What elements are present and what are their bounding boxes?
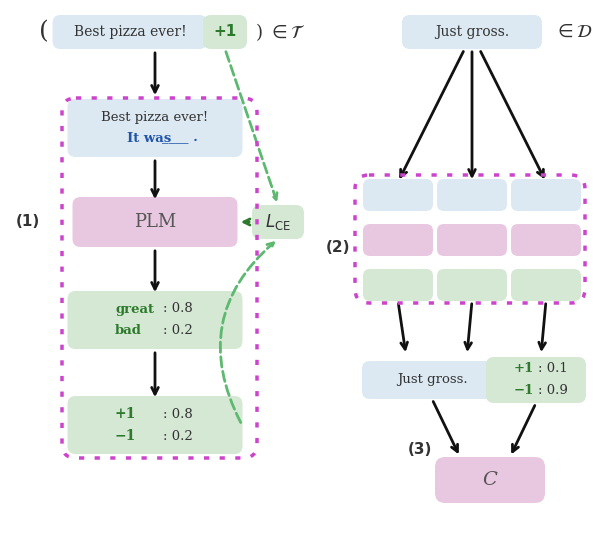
Text: Best pizza ever!: Best pizza ever! [101,111,208,124]
Text: −1: −1 [514,384,534,397]
FancyBboxPatch shape [67,396,242,454]
Text: : 0.1: : 0.1 [538,362,568,374]
Text: C: C [482,471,498,489]
Text: great: great [115,302,154,316]
Text: PLM: PLM [134,213,176,231]
Text: Best pizza ever!: Best pizza ever! [74,25,186,39]
Text: (1): (1) [16,214,40,230]
Text: (3): (3) [408,442,432,458]
FancyBboxPatch shape [73,197,238,247]
Text: : 0.8: : 0.8 [163,408,193,420]
Text: (2): (2) [326,241,350,255]
Text: It was: It was [127,132,171,145]
Text: ) $\in \mathcal{T}$: ) $\in \mathcal{T}$ [255,21,305,43]
Text: : 0.2: : 0.2 [163,324,193,338]
FancyBboxPatch shape [67,291,242,349]
FancyBboxPatch shape [363,269,433,301]
FancyBboxPatch shape [363,179,433,211]
Text: : 0.9: : 0.9 [538,384,568,397]
Text: Just gross.: Just gross. [397,374,467,386]
FancyBboxPatch shape [363,224,433,256]
Text: bad: bad [115,324,142,338]
Text: $\in \mathcal{D}$: $\in \mathcal{D}$ [554,23,593,41]
Text: +1: +1 [115,407,136,421]
Text: +1: +1 [514,362,534,374]
Text: −1: −1 [115,429,136,443]
Text: +1: +1 [213,25,236,39]
FancyBboxPatch shape [511,224,581,256]
FancyBboxPatch shape [362,361,502,399]
FancyBboxPatch shape [511,269,581,301]
FancyBboxPatch shape [203,15,247,49]
Text: Just gross.: Just gross. [435,25,509,39]
FancyBboxPatch shape [435,457,545,503]
FancyBboxPatch shape [252,205,304,239]
FancyBboxPatch shape [486,357,586,403]
FancyBboxPatch shape [67,99,242,157]
FancyBboxPatch shape [511,179,581,211]
FancyBboxPatch shape [53,15,207,49]
Text: $L_\mathrm{CE}$: $L_\mathrm{CE}$ [265,212,291,232]
FancyBboxPatch shape [402,15,542,49]
FancyBboxPatch shape [437,224,507,256]
Text: : 0.8: : 0.8 [163,302,193,316]
FancyBboxPatch shape [437,179,507,211]
Text: ____ .: ____ . [162,132,198,145]
FancyBboxPatch shape [437,269,507,301]
Text: (: ( [39,20,49,43]
Text: : 0.2: : 0.2 [163,430,193,442]
